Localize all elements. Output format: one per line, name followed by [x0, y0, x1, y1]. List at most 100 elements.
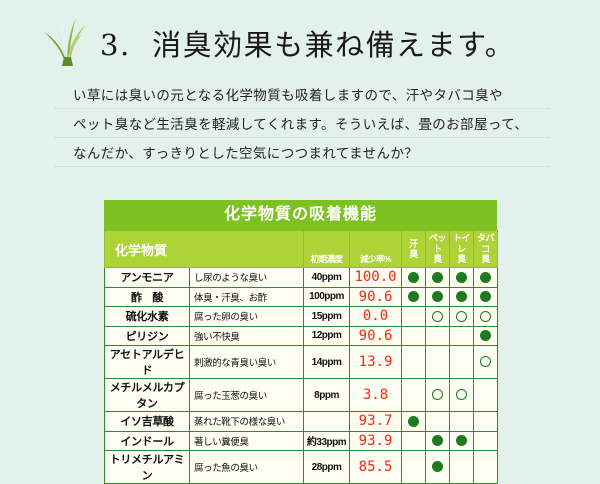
cell-odor-sweat	[401, 306, 427, 327]
open-circle-icon	[456, 389, 468, 401]
cell-description: 著しい糞便臭	[188, 430, 305, 451]
open-circle-icon	[456, 310, 468, 322]
header-initial-concentration: 初期濃度	[303, 230, 351, 268]
header-odor-tobacco-line2: 臭	[481, 254, 490, 265]
cell-description: 腐った卵の臭い	[188, 306, 305, 327]
header-odor-sweat: 汗 臭	[401, 230, 427, 268]
cell-description: 体臭・汗臭、お酢	[188, 286, 305, 307]
cell-description: 腐った魚の臭い	[188, 450, 305, 484]
cell-description: し尿のような臭い	[188, 267, 305, 288]
header-odor-toilet: トイレ 臭	[449, 230, 475, 268]
table-row: ピリジン 強い不快臭 12ppm 90.6	[104, 325, 499, 346]
cell-odor-tobacco	[473, 430, 499, 451]
cell-odor-toilet	[449, 267, 475, 288]
paragraph-line-text: い草には臭いの元となる化学物質も吸着しますので、汗やタバコ臭や	[73, 88, 503, 104]
cell-odor-toilet	[449, 345, 475, 379]
cell-odor-pet	[425, 345, 451, 379]
cell-odor-sweat	[401, 325, 427, 346]
table-row: メチルメルカプタン 腐った玉葱の臭い 8ppm 3.8	[104, 378, 499, 412]
filled-circle-icon	[456, 271, 468, 283]
cell-initial-concentration: 約33ppm	[303, 430, 351, 451]
paragraph-line: なんだか、すっきりとした空気につつまれてませんか？	[55, 138, 550, 167]
cell-odor-toilet	[449, 306, 475, 327]
filled-circle-icon	[480, 271, 492, 283]
cell-odor-tobacco	[473, 378, 499, 412]
cell-initial-concentration: 15ppm	[303, 306, 351, 327]
filled-circle-icon	[432, 291, 444, 303]
cell-reduction-rate: 90.6	[349, 325, 403, 346]
cell-reduction-rate: 90.6	[349, 286, 403, 307]
table-row: アンモニア し尿のような臭い 40ppm 100.0	[104, 267, 499, 288]
table-row: 硫化水素 腐った卵の臭い 15ppm 0.0	[104, 306, 499, 327]
header-substance: 化学物質	[103, 230, 305, 268]
paragraph-line: い草には臭いの元となる化学物質も吸着しますので、汗やタバコ臭や	[55, 80, 550, 109]
cell-initial-concentration: 14ppm	[303, 345, 351, 379]
cell-initial-concentration: 40ppm	[303, 267, 351, 288]
cell-odor-tobacco	[473, 450, 499, 484]
table-header-row: 化学物質 初期濃度 減少率% 汗 臭 ペット 臭 トイレ 臭 タバコ 臭	[103, 230, 499, 268]
cell-reduction-rate: 100.0	[349, 267, 403, 288]
cell-reduction-rate: 0.0	[349, 306, 403, 327]
open-circle-icon	[432, 310, 444, 322]
table-title: 化学物質の吸着機能	[104, 200, 497, 230]
table-row: インドール 著しい糞便臭 約33ppm 93.9	[104, 430, 499, 451]
cell-odor-tobacco	[473, 267, 499, 288]
filled-circle-icon	[432, 435, 444, 447]
cell-description: 刺激的な青臭い臭い	[188, 345, 305, 379]
cell-odor-toilet	[449, 286, 475, 307]
cell-odor-sweat	[401, 345, 427, 379]
filled-circle-icon	[480, 330, 492, 342]
cell-substance: メチルメルカプタン	[104, 378, 190, 412]
cell-initial-concentration	[303, 411, 351, 432]
paragraph-line-text: なんだか、すっきりとした空気につつまれてませんか？	[73, 146, 419, 162]
cell-odor-tobacco	[473, 306, 499, 327]
open-circle-icon	[480, 356, 492, 368]
cell-odor-pet	[425, 430, 451, 451]
cell-odor-toilet	[449, 325, 475, 346]
filled-circle-icon	[408, 415, 420, 427]
header-odor-sweat-line1: 汗	[409, 238, 418, 249]
filled-circle-icon	[432, 461, 444, 473]
filled-circle-icon	[480, 291, 492, 303]
cell-odor-tobacco	[473, 286, 499, 307]
table-row: アセトアルデヒド 刺激的な青臭い臭い 14ppm 13.9	[104, 345, 499, 379]
cell-odor-pet	[425, 267, 451, 288]
cell-substance: トリメチルアミン	[104, 450, 190, 484]
header-odor-toilet-line2: 臭	[457, 254, 466, 265]
cell-initial-concentration: 12ppm	[303, 325, 351, 346]
filled-circle-icon	[408, 291, 420, 303]
cell-initial-concentration: 100ppm	[303, 286, 351, 307]
table-row: イソ吉草酸 蒸れた靴下の様な臭い 93.7	[104, 411, 499, 432]
cell-reduction-rate: 13.9	[349, 345, 403, 379]
header-odor-pet: ペット 臭	[425, 230, 451, 268]
adsorption-table-container: 化学物質の吸着機能 化学物質 初期濃度 減少率% 汗 臭 ペット	[103, 200, 499, 484]
cell-description: 蒸れた靴下の様な臭い	[188, 411, 305, 432]
cell-odor-sweat	[401, 267, 427, 288]
header-odor-sweat-line2: 臭	[409, 249, 418, 259]
filled-circle-icon	[408, 271, 420, 283]
cell-odor-toilet	[449, 378, 475, 412]
intro-paragraph: い草には臭いの元となる化学物質も吸着しますので、汗やタバコ臭や ペット臭など生活…	[55, 80, 550, 167]
filled-circle-icon	[432, 271, 444, 283]
cell-description: 強い不快臭	[188, 325, 305, 346]
header-odor-tobacco: タバコ 臭	[473, 230, 499, 268]
cell-odor-toilet	[449, 411, 475, 432]
cell-description: 腐った玉葱の臭い	[188, 378, 305, 412]
cell-odor-sweat	[401, 430, 427, 451]
cell-odor-toilet	[449, 430, 475, 451]
paragraph-line: ペット臭など生活臭を軽減してくれます。そういえば、畳のお部屋って、	[55, 109, 550, 138]
cell-substance: 酢 酸	[104, 286, 190, 307]
table-row: トリメチルアミン 腐った魚の臭い 28ppm 85.5	[104, 450, 499, 484]
cell-odor-pet	[425, 378, 451, 412]
cell-reduction-rate: 85.5	[349, 450, 403, 484]
cell-substance: 硫化水素	[104, 306, 190, 327]
cell-odor-toilet	[449, 450, 475, 484]
cell-reduction-rate: 93.7	[349, 411, 403, 432]
cell-odor-pet	[425, 306, 451, 327]
cell-reduction-rate: 3.8	[349, 378, 403, 412]
header-odor-tobacco-line1: タバコ	[477, 233, 495, 254]
cell-initial-concentration: 28ppm	[303, 450, 351, 484]
paragraph-line-text: ペット臭など生活臭を軽減してくれます。そういえば、畳のお部屋って、	[73, 117, 529, 133]
header-odor-toilet-line1: トイレ	[453, 233, 471, 254]
cell-substance: インドール	[104, 430, 190, 451]
